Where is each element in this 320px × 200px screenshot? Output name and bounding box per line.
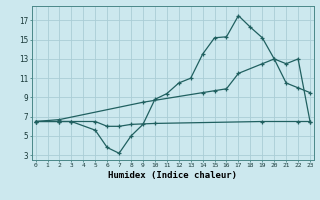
X-axis label: Humidex (Indice chaleur): Humidex (Indice chaleur) <box>108 171 237 180</box>
